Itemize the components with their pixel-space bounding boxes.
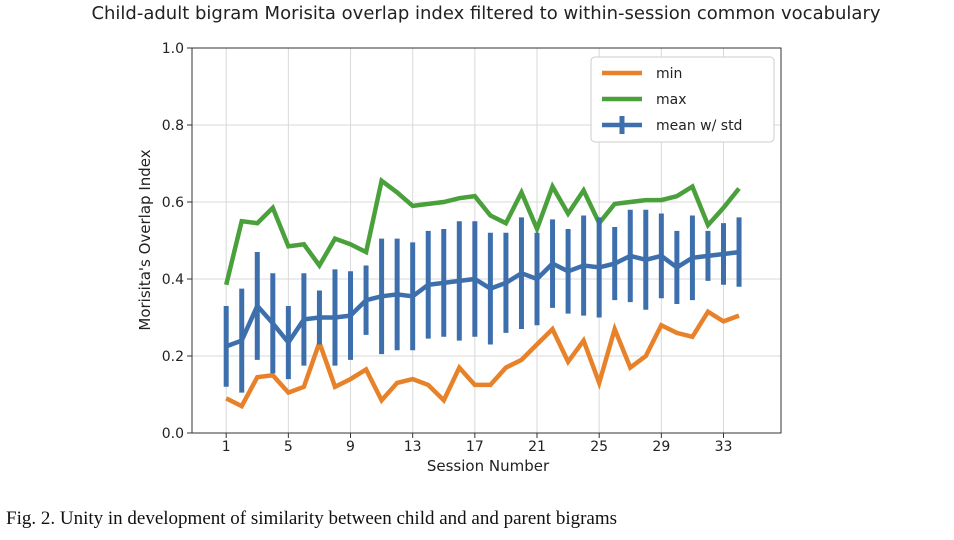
y-tick-label: 0.0: [162, 426, 184, 442]
legend: min max mean w/ std: [590, 56, 775, 143]
chart: Child-adult bigram Morisita overlap inde…: [91, 3, 880, 475]
x-tick-label: 25: [590, 439, 608, 455]
y-tick-label: 1.0: [162, 41, 184, 57]
y-tick-label: 0.6: [162, 195, 184, 211]
x-tick-label: 13: [404, 439, 422, 455]
x-tick-label: 29: [652, 439, 670, 455]
figure-caption: Fig. 2. Unity in development of similari…: [6, 508, 618, 529]
axis-ticks: 1 5 9 13 17 21 25 29 33 0.0 0.2 0.4 0.6 0.8 1.0: [162, 41, 733, 455]
legend-label: mean w/ std: [656, 118, 742, 134]
legend-label: max: [656, 92, 687, 108]
x-tick-label: 1: [222, 439, 231, 455]
x-tick-label: 9: [346, 439, 355, 455]
series-line-mean-w-std: [225, 249, 740, 349]
y-tick-label: 0.2: [162, 349, 184, 365]
y-axis-label: Morisita's Overlap Index: [136, 149, 154, 330]
chart-title: Child-adult bigram Morisita overlap inde…: [91, 3, 880, 24]
series-line-min: [225, 308, 740, 410]
y-tick-label: 0.8: [162, 118, 184, 134]
plot-frame: [191, 47, 782, 434]
x-tick-label: 5: [284, 439, 293, 455]
x-tick-label: 21: [528, 439, 546, 455]
legend-box: [590, 56, 775, 143]
x-tick-label: 33: [715, 439, 733, 455]
legend-label: min: [656, 66, 682, 82]
series-line-max: [224, 176, 741, 286]
y-tick-label: 0.4: [162, 272, 184, 288]
plot-area: [223, 176, 742, 410]
x-axis-label: Session Number: [427, 457, 550, 475]
x-tick-label: 17: [466, 439, 484, 455]
